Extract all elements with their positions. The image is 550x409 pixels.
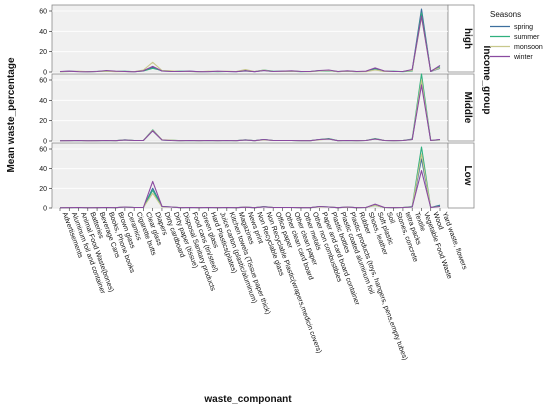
legend: Seasons spring summer monsoon winter [490,10,543,61]
legend-label: winter [513,54,533,61]
legend-label: spring [514,24,533,31]
y-tick-label: 40 [39,29,47,36]
y-tick-label: 60 [39,147,47,154]
legend-label: monsoon [514,44,543,51]
panel-background [51,73,449,142]
y-tick-label: 20 [39,118,47,125]
y-tick-label: 0 [43,70,47,77]
panel-background [51,142,449,209]
legend-item-monsoon: monsoon [490,44,543,51]
y-tick-label: 0 [43,206,47,213]
legend-item-summer: summer [490,34,540,41]
y-tick-label: 60 [39,78,47,85]
series-line-winter [59,15,441,73]
y-tick-label: 0 [43,139,47,146]
chart-panels: high 0 20 40 60 Middle 0 20 40 60 Low 0 20 40 60 [39,4,475,213]
panel-middle: Middle 0 20 40 60 [39,73,475,146]
y-tick-label: 60 [39,9,47,16]
legend-item-winter: winter [490,54,533,61]
panel-background [51,4,449,73]
panel-strip [447,73,475,142]
y-axis-title: Mean waste_percentage [6,57,17,172]
panel-strip-label: high [462,28,473,49]
legend-label: summer [514,34,540,41]
panel-low: Low 0 20 40 60 [39,142,475,213]
y-tick-label: 20 [39,49,47,56]
panel-strip [447,142,475,209]
x-category-label: Soil [385,211,396,225]
facet-group-title: Income_group [481,46,492,115]
legend-items: spring summer monsoon winter [490,24,543,61]
panel-strip-label: Middle [462,92,473,124]
legend-title: Seasons [490,10,521,19]
series-line-winter [59,84,441,142]
panel-high: high 0 20 40 60 [39,4,475,77]
y-tick-label: 40 [39,98,47,105]
y-tick-label: 40 [39,166,47,173]
x-axis-title: waste_componant [203,394,292,405]
panel-strip [447,4,475,73]
legend-item-spring: spring [490,24,533,31]
y-tick-label: 20 [39,186,47,193]
panel-strip-label: Low [462,166,473,186]
series-line-winter [59,170,441,209]
